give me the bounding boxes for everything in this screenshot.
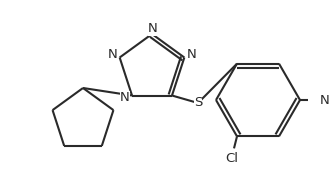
Text: N: N [108, 48, 117, 61]
Text: N: N [120, 91, 130, 104]
Text: N: N [148, 23, 158, 36]
Text: NH₂: NH₂ [320, 94, 329, 107]
Text: Cl: Cl [225, 152, 239, 165]
Text: S: S [194, 96, 202, 109]
Text: N: N [187, 48, 196, 61]
